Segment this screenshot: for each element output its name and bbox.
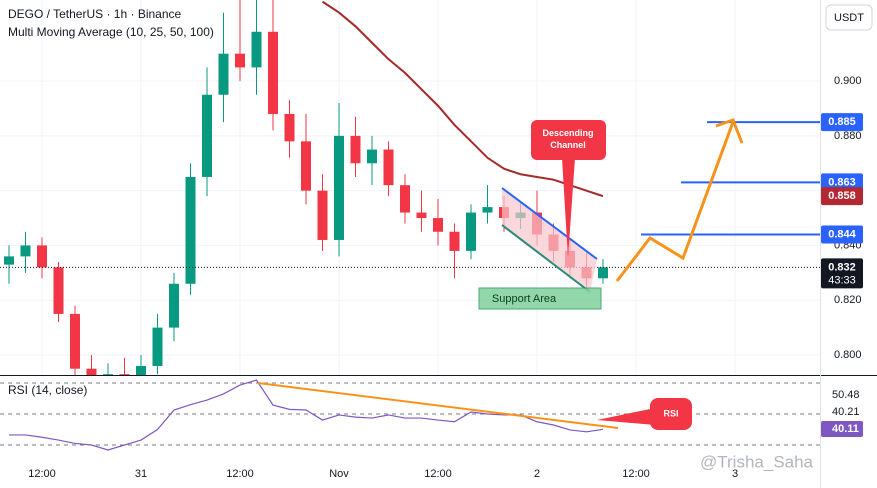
candle-body xyxy=(202,94,212,177)
candle-body xyxy=(449,231,460,251)
rsi-title: RSI (14, close) xyxy=(8,383,87,397)
y-tick-label: 0.880 xyxy=(834,130,862,142)
candle-body xyxy=(400,185,410,213)
price-tag xyxy=(821,258,863,289)
candle-body xyxy=(482,207,493,213)
ma-label: 0.858 xyxy=(828,190,856,202)
x-tick-label: 12:00 xyxy=(28,468,56,480)
level-label: 0.885 xyxy=(828,116,856,128)
candle-body xyxy=(235,53,245,68)
candle-body xyxy=(416,212,427,219)
rsi-tag xyxy=(821,421,863,437)
candle-body xyxy=(433,218,443,232)
watermark: @Trisha_Saha xyxy=(700,452,814,471)
candle-body xyxy=(37,245,47,268)
chart-title: DEGO / TetherUS · 1h · Binance xyxy=(8,7,182,21)
rsi-callout-label: RSI xyxy=(663,408,678,418)
candle-body xyxy=(301,141,311,191)
x-tick-label: 12:00 xyxy=(424,468,452,480)
candle-body xyxy=(284,113,295,142)
support-box xyxy=(478,287,602,310)
candle-body xyxy=(103,374,113,375)
level-tag xyxy=(821,225,863,244)
callout-label: Descending Channel xyxy=(542,128,593,150)
projection-arrow xyxy=(615,121,735,282)
candle-body xyxy=(317,190,328,240)
rsi-line xyxy=(9,379,604,451)
channel-line xyxy=(501,187,598,260)
candle-body xyxy=(350,135,361,164)
indicator-label: Multi Moving Average (10, 25, 50, 100) xyxy=(8,25,214,39)
rsi-trendline xyxy=(257,382,619,429)
candle-body xyxy=(86,368,97,375)
x-tick-label: 12:00 xyxy=(622,468,650,480)
candle-body xyxy=(185,176,196,284)
candle-body xyxy=(598,267,608,279)
currency-label[interactable]: USDT xyxy=(834,12,864,24)
channel-fill xyxy=(502,188,597,292)
y-tick-label: 0.820 xyxy=(834,294,862,306)
candle-body xyxy=(383,149,394,186)
candle-body xyxy=(169,283,179,328)
x-tick-label: 2 xyxy=(534,468,540,480)
currency-button[interactable] xyxy=(825,4,873,31)
moving-average xyxy=(321,0,604,198)
rsi-value: 40.11 xyxy=(832,423,859,435)
candle-body xyxy=(70,313,80,369)
y-tick-label: 0.900 xyxy=(834,75,862,87)
candle-body xyxy=(466,212,476,251)
rsi-callout xyxy=(650,398,692,430)
support-label: Support Area xyxy=(492,293,557,305)
price-pane xyxy=(0,0,820,375)
y-tick-label: 0.800 xyxy=(834,349,862,361)
rsi-value: 40.21 xyxy=(832,406,860,418)
level-tag xyxy=(821,113,863,132)
candle-body xyxy=(53,267,64,314)
channel-line xyxy=(501,224,591,293)
candle-body xyxy=(20,245,31,257)
x-tick-label: Nov xyxy=(329,468,349,480)
candle-body xyxy=(119,374,130,375)
candle-body xyxy=(367,149,377,164)
candle-body xyxy=(251,31,262,68)
level-label: 0.863 xyxy=(828,176,856,188)
candle-body xyxy=(218,53,229,95)
candle-body xyxy=(136,365,146,375)
callout xyxy=(531,120,606,160)
arrow-head xyxy=(715,118,744,144)
ma-tag xyxy=(821,187,863,206)
candle-body xyxy=(4,256,14,265)
candle-body xyxy=(268,31,278,114)
countdown: 43:33 xyxy=(828,274,856,286)
callout-pointer xyxy=(562,158,575,258)
x-tick-label: 31 xyxy=(135,468,147,480)
rsi-pointer xyxy=(597,408,655,425)
level-label: 0.844 xyxy=(828,228,856,240)
price-label: 0.832 xyxy=(828,261,856,273)
candle-body xyxy=(152,327,163,366)
x-tick-label: 3 xyxy=(732,468,738,480)
candle-body xyxy=(334,135,344,240)
x-tick-label: 12:00 xyxy=(226,468,254,480)
level-tag xyxy=(821,173,863,192)
rsi-value: 50.48 xyxy=(832,389,860,401)
